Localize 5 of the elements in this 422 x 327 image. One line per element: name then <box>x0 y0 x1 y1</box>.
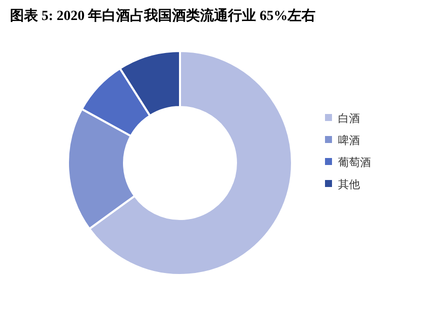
chart-title: 图表 5: 2020 年白酒占我国酒类流通行业 65%左右 <box>10 7 316 24</box>
legend-label: 白酒 <box>338 112 360 125</box>
legend-label: 其他 <box>338 178 360 191</box>
legend-label: 葡萄酒 <box>338 156 371 169</box>
legend-label: 啤酒 <box>338 134 360 147</box>
